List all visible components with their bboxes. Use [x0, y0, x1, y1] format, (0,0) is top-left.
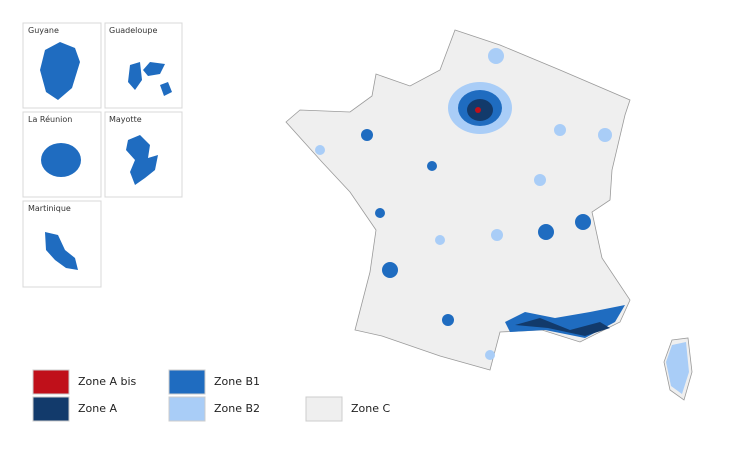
- inset-label: Guadeloupe: [109, 26, 157, 35]
- legend-label: Zone A bis: [78, 375, 137, 388]
- reunion-shape: [41, 143, 81, 177]
- perpignan: [485, 350, 495, 360]
- corsica-zone: [666, 342, 689, 394]
- legend-label: Zone A: [78, 402, 118, 415]
- legend-swatch: [305, 396, 343, 422]
- mayotte-shape: [126, 135, 158, 185]
- rennes: [361, 129, 373, 141]
- lyon: [538, 224, 554, 240]
- limoges: [435, 235, 445, 245]
- brest: [315, 145, 325, 155]
- legend-label: Zone C: [351, 402, 391, 415]
- tours: [427, 161, 437, 171]
- la-rochelle: [375, 208, 385, 218]
- inset-box: [104, 22, 183, 109]
- bordeaux: [382, 262, 398, 278]
- dijon: [534, 174, 546, 186]
- clermont: [491, 229, 503, 241]
- strasbourg: [598, 128, 612, 142]
- legend-swatch: [168, 396, 206, 422]
- toulouse: [442, 314, 454, 326]
- paris-abis: [475, 107, 481, 113]
- guyane-shape: [40, 42, 80, 100]
- riviera-a: [515, 318, 610, 336]
- legend-label: Zone B2: [214, 402, 260, 415]
- guadeloupe-shape: [128, 62, 172, 96]
- legend-swatch: [32, 369, 70, 395]
- france: [285, 29, 693, 401]
- legend-swatch: [32, 396, 70, 422]
- inset-label: Guyane: [28, 26, 59, 35]
- lille: [488, 48, 504, 64]
- inset-label: Martinique: [28, 204, 71, 213]
- geneva: [575, 214, 591, 230]
- legend: Zone A bis Zone A Zone B1 Zone B2 Zone C: [32, 369, 391, 422]
- inset-label: Mayotte: [109, 115, 142, 124]
- legend-swatch: [168, 369, 206, 395]
- insets: Guyane Guadeloupe La Réunion Mayotte Mar…: [22, 22, 183, 288]
- martinique-shape: [45, 232, 78, 270]
- inset-label: La Réunion: [28, 114, 72, 124]
- mainland: [285, 29, 631, 371]
- legend-label: Zone B1: [214, 375, 260, 388]
- nancy: [554, 124, 566, 136]
